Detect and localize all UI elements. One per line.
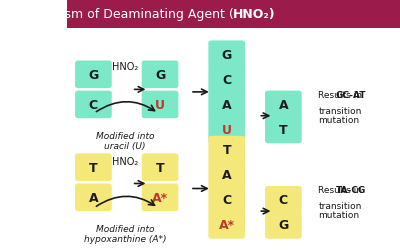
FancyBboxPatch shape <box>75 154 112 181</box>
FancyBboxPatch shape <box>142 91 178 119</box>
Text: HNO₂: HNO₂ <box>112 61 138 71</box>
Text: T: T <box>279 124 288 136</box>
Text: C: C <box>89 98 98 112</box>
FancyBboxPatch shape <box>208 136 245 164</box>
Text: A: A <box>88 191 98 204</box>
Text: C: C <box>279 194 288 206</box>
Text: A: A <box>278 98 288 112</box>
FancyBboxPatch shape <box>67 0 400 29</box>
FancyBboxPatch shape <box>265 186 302 214</box>
Text: A: A <box>222 98 232 112</box>
FancyBboxPatch shape <box>208 41 245 69</box>
FancyBboxPatch shape <box>75 184 112 211</box>
FancyBboxPatch shape <box>208 186 245 214</box>
Text: mutation: mutation <box>318 210 360 220</box>
Text: U: U <box>222 124 232 136</box>
Text: G: G <box>155 68 165 82</box>
FancyBboxPatch shape <box>208 91 245 119</box>
Text: A: A <box>222 168 232 181</box>
Text: Results in: Results in <box>318 186 365 194</box>
Text: transition: transition <box>318 106 362 115</box>
Text: HNO₂): HNO₂) <box>233 8 276 21</box>
Text: T: T <box>89 161 98 174</box>
FancyBboxPatch shape <box>142 61 178 89</box>
Text: T: T <box>156 161 164 174</box>
Text: Mechanism of Deaminating Agent (: Mechanism of Deaminating Agent ( <box>12 8 233 21</box>
FancyBboxPatch shape <box>265 116 302 144</box>
Text: HNO₂: HNO₂ <box>112 156 138 166</box>
Text: G: G <box>222 48 232 62</box>
FancyBboxPatch shape <box>208 66 245 94</box>
Text: C: C <box>222 194 231 206</box>
FancyBboxPatch shape <box>265 91 302 119</box>
Text: G: G <box>88 68 98 82</box>
Text: A*: A* <box>152 191 168 204</box>
FancyBboxPatch shape <box>208 116 245 144</box>
FancyBboxPatch shape <box>75 91 112 119</box>
FancyBboxPatch shape <box>208 211 245 239</box>
FancyBboxPatch shape <box>265 211 302 239</box>
Text: G: G <box>278 218 288 232</box>
Text: transition: transition <box>318 201 362 210</box>
Text: Modified into
hypoxanthine (A*): Modified into hypoxanthine (A*) <box>84 224 166 243</box>
Text: Results in: Results in <box>318 90 365 100</box>
FancyBboxPatch shape <box>142 184 178 211</box>
Text: C: C <box>222 74 231 86</box>
Text: U: U <box>155 98 165 112</box>
FancyBboxPatch shape <box>142 154 178 181</box>
Text: GC-AT: GC-AT <box>336 90 366 100</box>
Text: Modified into
uracil (U): Modified into uracil (U) <box>96 131 154 150</box>
Text: A*: A* <box>219 218 235 232</box>
FancyBboxPatch shape <box>75 61 112 89</box>
Text: TA-CG: TA-CG <box>336 186 366 194</box>
Text: T: T <box>222 144 231 156</box>
Text: mutation: mutation <box>318 116 360 124</box>
FancyBboxPatch shape <box>208 161 245 189</box>
